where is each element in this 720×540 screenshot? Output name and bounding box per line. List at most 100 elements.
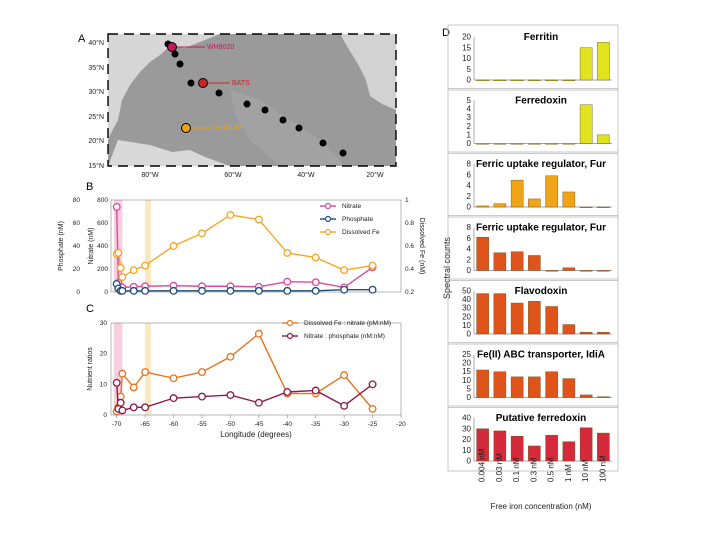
panel-frame	[447, 405, 619, 472]
station-map: 40°N 35°N 30°N 25°N 20°N 15°N 80°W 60°W …	[88, 33, 397, 179]
data-point	[198, 392, 206, 401]
x-tick: -50	[226, 421, 236, 428]
bar	[579, 427, 593, 462]
cruise-stations: WH8020 BATS WH8102	[164, 40, 347, 157]
highlight-band	[113, 323, 123, 415]
data-point	[254, 286, 263, 295]
y-tick: 10	[462, 321, 471, 330]
panel-title: Putative ferredoxin	[496, 413, 587, 424]
data-point	[254, 398, 263, 407]
panel-title: Ferritin	[524, 32, 558, 43]
panel-label-a: A	[78, 33, 86, 45]
y-tick: 4	[467, 105, 472, 114]
lon-label: 80°W	[141, 171, 159, 179]
category-label: 0.004 nM	[478, 448, 487, 482]
category-label: 0.3 nM	[529, 457, 538, 482]
fe-tick: 1	[405, 197, 409, 204]
data-point	[198, 286, 206, 295]
y-tick: 2	[467, 192, 472, 201]
bar	[579, 332, 593, 335]
map-frame	[107, 33, 397, 167]
y-tick: 20	[462, 359, 471, 368]
y-tick: 0	[467, 203, 472, 212]
y-tick: 20	[100, 351, 108, 358]
y-tick: 40	[462, 295, 471, 304]
panel-title: Fe(II) ABC transporter, IdiA	[477, 350, 605, 361]
bar	[562, 378, 576, 398]
y-tick: 0	[467, 76, 472, 85]
data-point	[129, 403, 138, 412]
bar	[545, 143, 558, 145]
station-marker	[295, 124, 303, 132]
data-point	[254, 329, 263, 338]
y-tick: 15	[462, 367, 471, 376]
data-point	[368, 404, 377, 413]
data-point	[116, 263, 125, 272]
data-point	[340, 266, 349, 275]
caribbean-land	[108, 140, 230, 166]
legend-fe-nitrate: Dissolved Fe : nitrate (pM:nM)	[304, 320, 391, 327]
data-point	[226, 391, 235, 400]
station-marker	[171, 50, 179, 58]
data-point	[311, 286, 320, 295]
y-tick: 50	[462, 287, 471, 296]
data-point	[283, 248, 292, 257]
data-point	[254, 215, 263, 224]
bar	[493, 79, 507, 82]
y-tick: 5	[467, 65, 472, 74]
y-tick: 3	[467, 113, 472, 122]
y-axis-label: Nutrient ratios	[87, 347, 94, 391]
bar	[476, 428, 489, 462]
nitrate-tick: 600	[97, 220, 108, 227]
lon-label: 60°W	[224, 171, 242, 179]
y-tick: 0	[103, 412, 107, 419]
free-iron-label: Free iron concentration (nM)	[491, 502, 592, 511]
bar	[597, 270, 610, 272]
north-america-land	[108, 34, 220, 140]
station-wh8102-marker	[181, 123, 191, 133]
y-tick: 30	[100, 320, 108, 327]
y-tick: 8	[467, 223, 472, 232]
panel-title: Ferredoxin	[515, 96, 567, 107]
category-labels: 0.004 nM 0.03 nM 0.1 nM 0.3 nM 0.5 nM 1 nM 10 …	[478, 448, 608, 482]
bar	[579, 270, 593, 272]
lon-label: 40°W	[297, 171, 315, 179]
station-marker	[215, 89, 223, 97]
bar	[562, 267, 576, 271]
y-tick: 10	[100, 381, 108, 388]
data-point	[129, 383, 138, 392]
axes: 0 10 20 30 -70 -65 -60 -55 -50 -45 -40 -35 -30 -25 -20	[100, 320, 406, 428]
data-point	[340, 371, 349, 380]
bar	[493, 143, 507, 145]
y-tick: 10	[462, 446, 471, 455]
bar	[510, 436, 524, 462]
bar	[562, 143, 576, 145]
panel-frame	[447, 88, 619, 154]
data-point	[112, 378, 121, 387]
y-tick: 10	[462, 54, 471, 63]
data-point	[226, 352, 235, 361]
legend-marker	[324, 215, 332, 223]
x-tick: -40	[283, 421, 293, 428]
panel-label-b: B	[86, 181, 93, 193]
bar-panel: Ferric uptake regulator, Fur 0 24 6 8	[447, 215, 619, 281]
y-tick: 5	[467, 384, 472, 393]
category-label: 0.1 nM	[512, 457, 521, 482]
y-tick: 4	[467, 245, 472, 254]
bar	[493, 252, 507, 271]
phosphate-tick: 20	[73, 266, 81, 273]
y-tick: 0	[467, 393, 472, 402]
data-point	[129, 266, 138, 275]
data-point	[311, 253, 320, 262]
category-label: 0.03 nM	[495, 453, 504, 482]
station-marker	[243, 100, 251, 108]
legend-phosphate: Phosphate	[342, 216, 373, 223]
data-point	[169, 374, 178, 383]
bar	[562, 79, 576, 82]
bar	[579, 47, 593, 81]
y-tick: 0	[467, 266, 472, 275]
panel-frame	[447, 151, 619, 218]
data-point	[141, 261, 150, 270]
protein-bar-panels: Spectral counts Free iron concentration …	[442, 24, 619, 511]
fe-tick: 0.4	[405, 266, 414, 273]
